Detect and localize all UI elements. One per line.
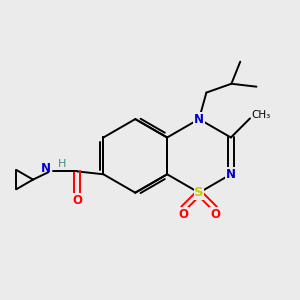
Text: O: O <box>210 208 220 221</box>
Text: H: H <box>51 159 67 169</box>
Text: O: O <box>72 194 82 207</box>
Text: N: N <box>226 168 236 181</box>
Text: N: N <box>41 163 51 176</box>
Text: CH₃: CH₃ <box>251 110 271 120</box>
Text: N: N <box>194 112 204 126</box>
Text: O: O <box>178 208 188 221</box>
Text: S: S <box>194 186 204 199</box>
